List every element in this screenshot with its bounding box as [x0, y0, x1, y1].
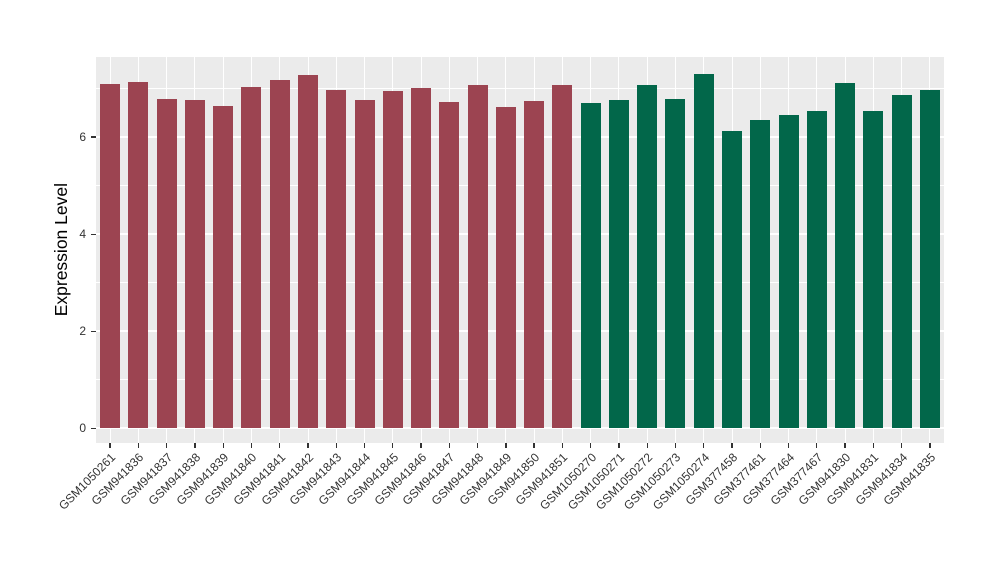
- x-tick-mark: [561, 443, 564, 448]
- y-tick-mark: [91, 233, 96, 235]
- bar-GSM1050272: [637, 85, 658, 429]
- y-tick-label: 4: [79, 227, 86, 242]
- bar-GSM1050270: [580, 102, 601, 429]
- x-tick-mark: [335, 443, 337, 448]
- bar-GSM941848: [467, 84, 488, 429]
- y-axis-title-text: Expression Level: [50, 183, 71, 317]
- x-tick-mark: [363, 443, 366, 448]
- x-tick-mark: [109, 443, 111, 448]
- bar-GSM941838: [184, 99, 205, 429]
- x-tick-mark: [816, 443, 818, 448]
- y-tick-mark: [91, 330, 96, 332]
- bar-GSM941839: [213, 106, 234, 429]
- bar-GSM941849: [495, 107, 516, 429]
- bar-GSM941842: [298, 75, 318, 429]
- x-tick-mark: [505, 443, 507, 448]
- bar-GSM1050271: [608, 100, 629, 429]
- bar-GSM941836: [128, 81, 149, 429]
- plot-panel: [96, 57, 944, 443]
- x-tick-mark: [589, 443, 592, 448]
- x-tick-mark: [165, 443, 168, 448]
- x-tick-mark: [392, 443, 394, 448]
- bar-GSM941837: [156, 98, 177, 429]
- x-tick-mark: [533, 443, 535, 448]
- x-tick-mark: [194, 443, 196, 448]
- bar-GSM1050273: [665, 98, 686, 429]
- x-tick-mark: [787, 443, 790, 448]
- bar-GSM941845: [382, 90, 403, 429]
- bar-GSM941840: [241, 86, 262, 429]
- y-tick-label: 6: [79, 130, 86, 145]
- gridline-minor: [96, 282, 944, 284]
- bar-GSM941831: [863, 110, 884, 429]
- bar-GSM941834: [891, 95, 912, 429]
- x-tick-mark: [307, 443, 309, 448]
- gridline-minor: [96, 185, 944, 187]
- y-axis-title: Expression Level: [48, 57, 74, 443]
- x-tick-mark: [476, 443, 479, 448]
- y-tick-mark: [91, 427, 96, 429]
- bar-GSM941851: [552, 85, 573, 429]
- x-tick-mark: [250, 443, 253, 448]
- x-tick-mark: [222, 443, 224, 448]
- x-tick-mark: [844, 443, 846, 448]
- x-tick-mark: [759, 443, 761, 448]
- bar-GSM941843: [326, 90, 347, 429]
- bar-GSM377458: [722, 131, 742, 429]
- gridline-minor: [96, 88, 944, 90]
- x-tick-mark: [279, 443, 281, 448]
- bar-GSM941847: [439, 101, 460, 429]
- gridline-major: [96, 233, 944, 236]
- x-tick-mark: [137, 443, 140, 448]
- y-tick-label: 0: [79, 421, 86, 436]
- bar-GSM941841: [269, 80, 290, 429]
- x-tick-mark: [448, 443, 451, 448]
- x-tick-mark: [703, 443, 705, 448]
- x-tick-mark: [420, 443, 422, 448]
- gridline-minor: [96, 379, 944, 381]
- x-tick-mark: [900, 443, 903, 448]
- bar-GSM377464: [778, 115, 799, 429]
- x-tick-mark: [872, 443, 875, 448]
- bar-GSM941844: [354, 99, 375, 429]
- gridline-major: [96, 136, 944, 139]
- x-tick-mark: [674, 443, 677, 448]
- y-tick-mark: [91, 136, 96, 138]
- bar-GSM377461: [750, 119, 771, 429]
- bar-GSM941835: [919, 89, 940, 429]
- x-tick-mark: [929, 443, 931, 448]
- x-tick-mark: [731, 443, 733, 448]
- x-tick-mark: [618, 443, 620, 448]
- bar-GSM941846: [411, 87, 432, 429]
- bar-GSM1050274: [693, 73, 714, 429]
- gridline-major: [96, 330, 944, 333]
- x-tick-mark: [646, 443, 648, 448]
- bar-GSM1050261: [100, 84, 121, 429]
- bar-GSM941830: [835, 83, 856, 429]
- bar-GSM941850: [524, 100, 545, 429]
- bar-GSM377467: [806, 110, 827, 429]
- y-tick-label: 2: [79, 324, 86, 339]
- gridline-major: [96, 427, 944, 430]
